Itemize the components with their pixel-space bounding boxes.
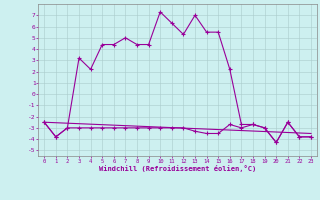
X-axis label: Windchill (Refroidissement éolien,°C): Windchill (Refroidissement éolien,°C)	[99, 165, 256, 172]
